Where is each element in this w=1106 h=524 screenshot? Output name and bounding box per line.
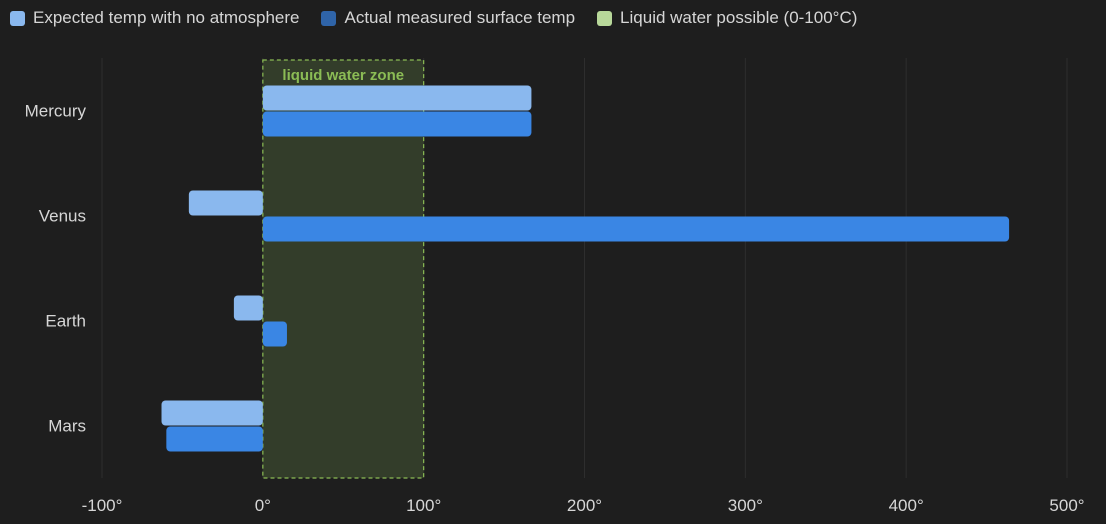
legend-item-liquid-water[interactable]: Liquid water possible (0-100°C) bbox=[597, 8, 857, 28]
bar-mars-expected bbox=[161, 400, 263, 426]
x-tick-label: 200° bbox=[567, 496, 602, 515]
x-tick-label: 300° bbox=[728, 496, 763, 515]
x-tick-label: 500° bbox=[1049, 496, 1084, 515]
category-label-mars: Mars bbox=[48, 417, 86, 436]
bar-earth-expected bbox=[233, 295, 263, 321]
legend: Expected temp with no atmosphere Actual … bbox=[10, 8, 857, 28]
bar-venus-actual bbox=[262, 216, 1010, 242]
x-tick-label: 0° bbox=[255, 496, 271, 515]
category-label-venus: Venus bbox=[39, 207, 86, 226]
legend-swatch-actual bbox=[321, 10, 337, 26]
legend-item-actual[interactable]: Actual measured surface temp bbox=[321, 8, 575, 28]
legend-label-liquid-water: Liquid water possible (0-100°C) bbox=[620, 8, 858, 27]
bar-earth-actual bbox=[262, 321, 287, 347]
x-tick-label: 100° bbox=[406, 496, 441, 515]
bar-venus-expected bbox=[188, 190, 263, 216]
bar-mercury-expected bbox=[262, 85, 532, 111]
category-label-mercury: Mercury bbox=[25, 102, 87, 121]
bar-mercury-actual bbox=[262, 111, 532, 137]
liquid-water-zone-label: liquid water zone bbox=[282, 67, 404, 84]
category-label-earth: Earth bbox=[45, 312, 86, 331]
legend-swatch-expected bbox=[10, 10, 25, 26]
x-tick-label: 400° bbox=[889, 496, 924, 515]
legend-swatch-liquid-water bbox=[597, 10, 613, 26]
legend-label-expected: Expected temp with no atmosphere bbox=[33, 8, 300, 27]
legend-label-actual: Actual measured surface temp bbox=[344, 8, 576, 27]
bar-mars-actual bbox=[166, 426, 263, 452]
x-tick-label: -100° bbox=[82, 496, 123, 515]
legend-item-expected[interactable]: Expected temp with no atmosphere bbox=[10, 8, 299, 28]
